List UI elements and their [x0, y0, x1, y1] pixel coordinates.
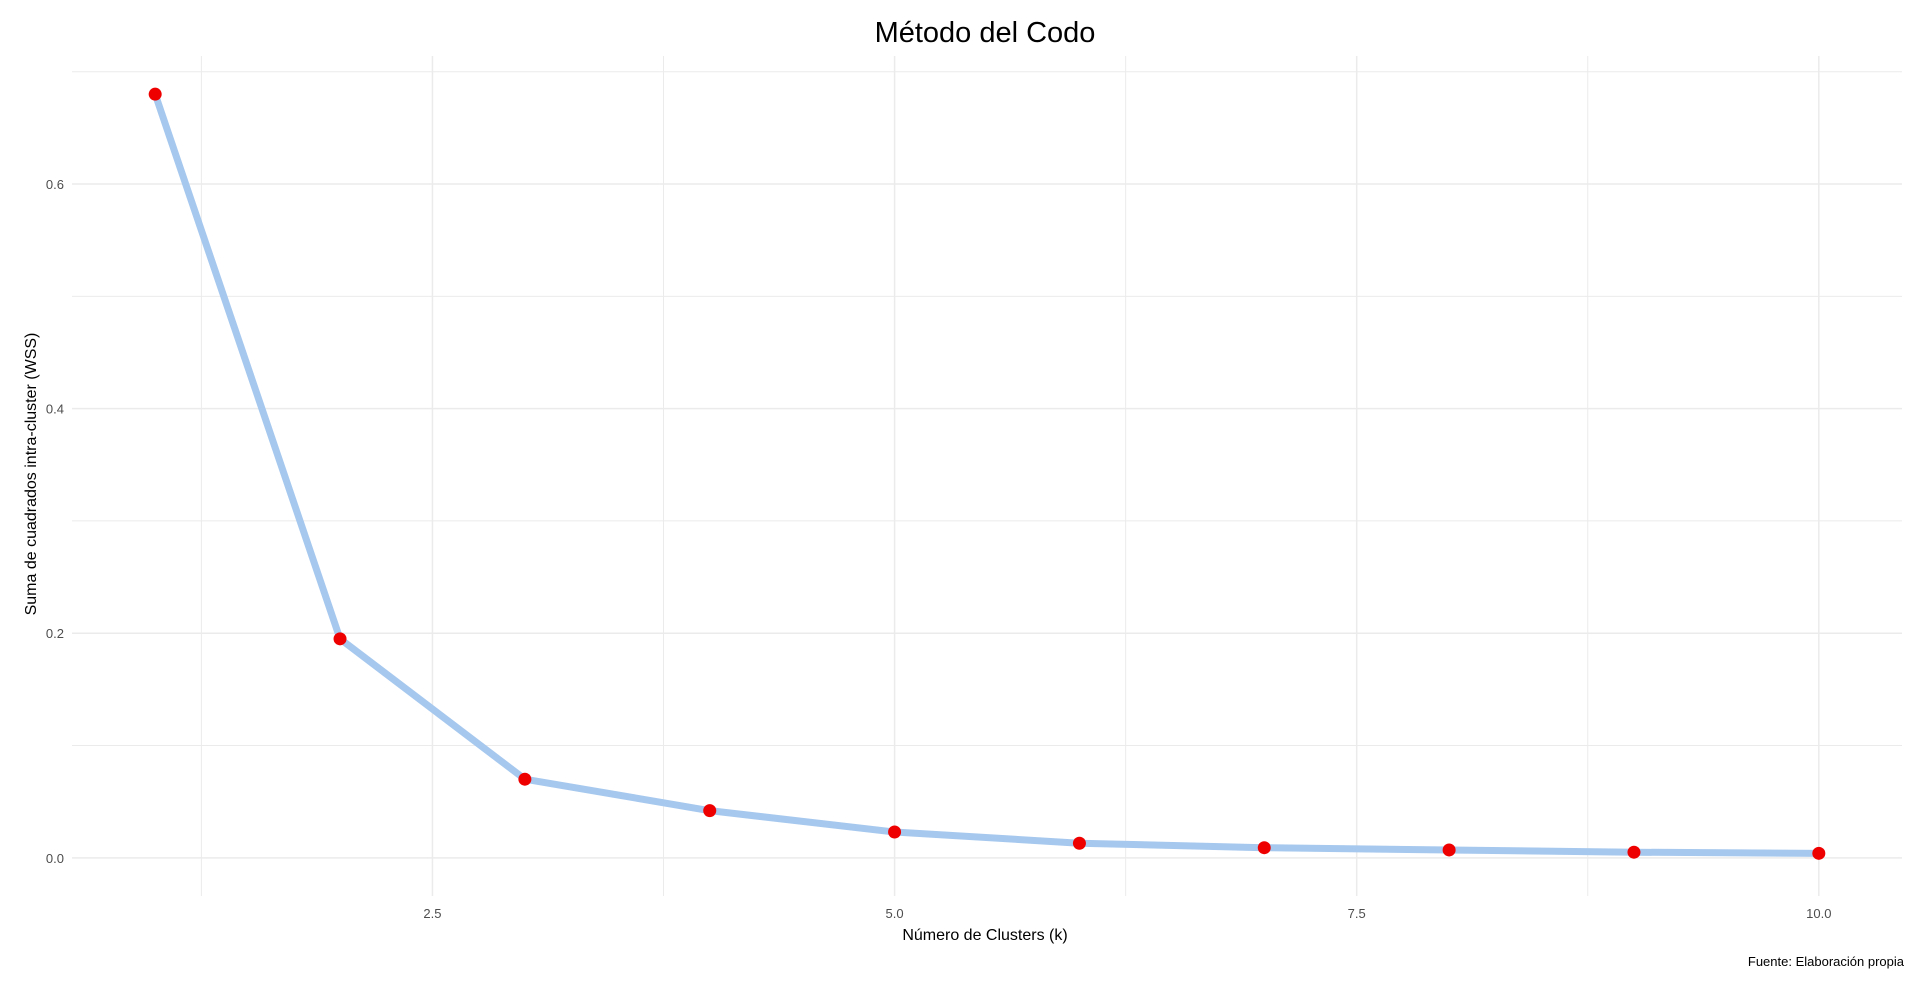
y-tick-label: 0.2: [46, 626, 64, 641]
data-point: [148, 87, 162, 101]
y-axis-title: Suma de cuadrados intra-cluster (WSS): [23, 333, 40, 616]
data-point: [1257, 841, 1271, 855]
y-tick-label: 0.6: [46, 177, 64, 192]
x-axis-ticks: 2.5 5.0 7.5 10.0: [423, 906, 1831, 921]
x-tick-label: 7.5: [1348, 906, 1366, 921]
data-point: [888, 825, 902, 839]
wss-line: [151, 93, 1819, 857]
data-point: [1442, 843, 1456, 857]
data-point: [703, 804, 717, 818]
data-point: [1627, 845, 1641, 859]
caption: Fuente: Elaboración propia: [1748, 954, 1905, 969]
grid-lines: [72, 56, 1902, 896]
y-tick-label: 0.4: [46, 402, 64, 417]
wss-series: [151, 93, 1819, 857]
chart-title: Método del Codo: [875, 17, 1096, 49]
data-point: [1812, 846, 1826, 860]
x-tick-label: 5.0: [886, 906, 904, 921]
x-tick-label: 2.5: [423, 906, 441, 921]
data-point: [333, 632, 347, 646]
y-axis-ticks: 0.0 0.2 0.4 0.6: [46, 177, 64, 866]
y-tick-label: 0.0: [46, 851, 64, 866]
data-point: [1072, 836, 1086, 850]
x-axis-title: Número de Clusters (k): [902, 927, 1067, 944]
data-point: [518, 772, 532, 786]
x-tick-label: 10.0: [1806, 906, 1831, 921]
wss-points: [148, 87, 1826, 860]
